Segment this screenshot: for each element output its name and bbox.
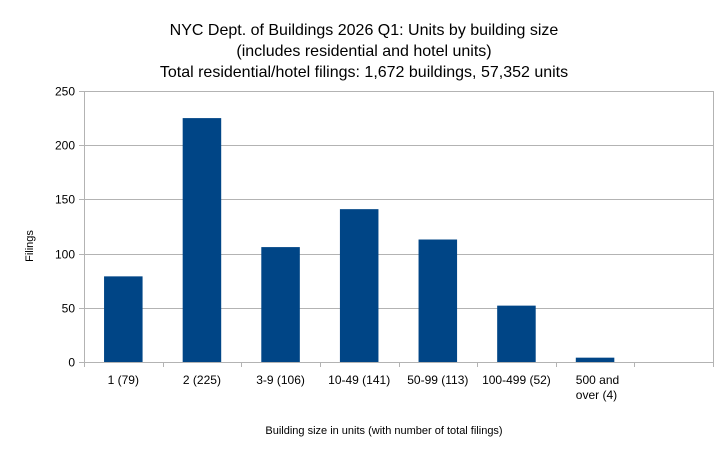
chart-title-line-2: (includes residential and hotel units) [236,43,492,60]
x-tick-labels: 1 (79) 2 (225) 3-9 (106) 10-49 (141) 50-99 (… [108,373,620,402]
y-axis-title: Filings [24,230,36,262]
x-tick-label: 100-499 (52) [482,373,551,387]
x-tick-label: 3-9 (106) [256,373,305,387]
bar-3 [339,209,379,362]
chart-title-line-1: NYC Dept. of Buildings 2026 Q1: Units by… [169,22,559,39]
axes [79,91,714,367]
x-tick-label: 10-49 (141) [328,373,390,387]
y-tick-label: 0 [68,356,75,370]
gridlines [84,91,713,363]
y-tick-label: 150 [55,193,75,207]
y-tick-label: 100 [55,248,75,262]
y-tick-label: 200 [55,139,75,153]
y-tick-label: 250 [55,85,75,99]
bar-0 [104,276,143,362]
bar-2 [261,247,300,362]
chart-title-line-3: Total residential/hotel filings: 1,672 b… [159,64,569,81]
x-tick-label: 500 and over (4) [576,373,619,402]
x-tick-label: 50-99 (113) [407,373,468,387]
bar-5 [497,305,536,362]
bar-4 [418,239,458,362]
bar-6 [575,357,615,362]
bar-1 [182,118,222,362]
y-tick-labels: 0 50 100 150 200 250 [55,85,75,370]
x-tick-label: 1 (79) [108,373,139,387]
x-tick-label: 2 (225) [183,373,221,387]
bars [104,118,615,362]
chart-title: NYC Dept. of Buildings 2026 Q1: Units by… [0,20,728,83]
y-tick-label: 50 [62,302,76,316]
x-axis-title: Building size in units (with number of t… [265,425,502,437]
